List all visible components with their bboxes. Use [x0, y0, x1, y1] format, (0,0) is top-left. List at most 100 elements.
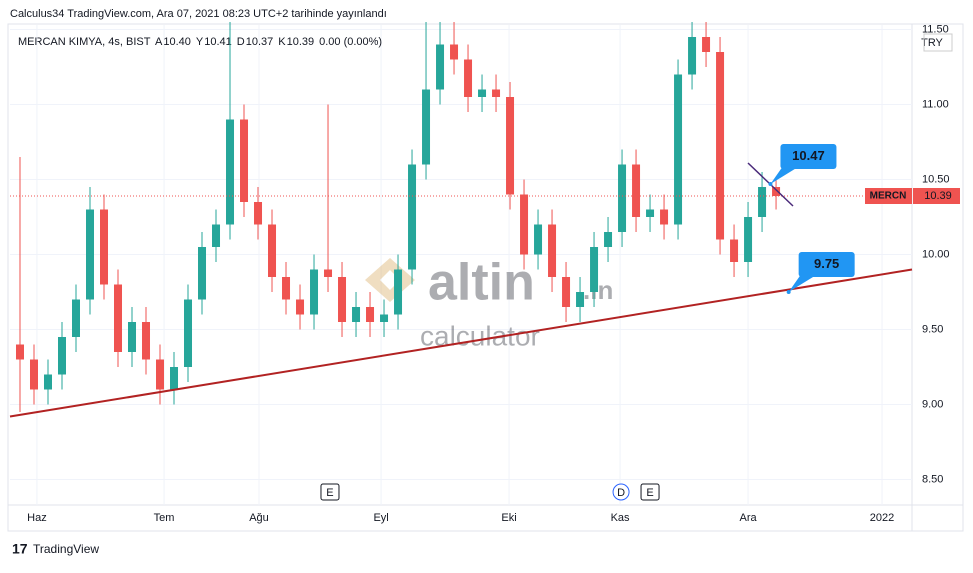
ohlc-value: 10.41	[204, 36, 232, 48]
candle-body	[43, 374, 52, 390]
candle-body	[604, 232, 613, 247]
candle-body	[618, 164, 627, 232]
candle-body	[548, 224, 557, 277]
last-price-name: MERCN	[870, 191, 907, 202]
ohlc-label: A	[155, 36, 163, 48]
currency-label: TRY	[921, 37, 943, 49]
candle-body	[394, 269, 403, 315]
candle-body	[590, 247, 599, 292]
candle-body	[268, 224, 277, 277]
ohlc-label: Y	[196, 36, 204, 48]
currency-box	[923, 33, 953, 52]
candle-body	[758, 187, 767, 217]
event-label: E	[326, 487, 333, 499]
x-tick-label: Haz	[27, 512, 47, 524]
candle-body	[114, 284, 123, 352]
candle-body	[674, 74, 683, 225]
watermark-logo	[365, 258, 415, 302]
candle-body	[184, 299, 193, 367]
candle-body	[366, 307, 375, 322]
y-tick-label: 8.50	[922, 473, 943, 485]
candle-body	[632, 164, 641, 217]
candle-body	[450, 44, 459, 60]
y-tick-label: 9.00	[922, 398, 943, 410]
candle-body	[86, 209, 95, 300]
candle-body	[380, 314, 389, 322]
candle-body	[254, 202, 263, 225]
callout-text: 10.47	[792, 148, 825, 163]
footer-text: TradingView	[33, 542, 99, 556]
candle-body	[660, 209, 669, 225]
x-tick-label: 2022	[870, 512, 894, 524]
candle-body	[688, 37, 697, 75]
candle-body	[716, 52, 725, 240]
y-tick-label: 10.50	[922, 173, 950, 185]
candle-body	[338, 277, 347, 322]
candle-body	[310, 269, 319, 315]
candle-body	[198, 247, 207, 300]
candle-body	[422, 89, 431, 165]
callout-box	[780, 144, 837, 169]
ohlc-value: 10.39	[287, 36, 315, 48]
candle-body	[72, 299, 81, 337]
event-marker	[320, 483, 340, 501]
candle-body	[282, 277, 291, 300]
candle-body	[744, 217, 753, 262]
trend-line	[9, 268, 913, 418]
ohlc-value: 10.37	[246, 36, 274, 48]
callout-box	[798, 252, 855, 277]
candle-body	[296, 299, 305, 315]
x-tick-label: Kas	[611, 512, 630, 524]
event-label: E	[646, 487, 653, 499]
candle-body	[15, 344, 24, 360]
event-label: D	[617, 487, 625, 499]
callout-anchor	[768, 182, 773, 186]
candle-body	[562, 277, 571, 307]
candle-body	[408, 164, 417, 270]
y-tick-label: 9.50	[922, 323, 943, 335]
candle-body	[57, 337, 66, 375]
candle-body	[324, 269, 333, 277]
ohlc-change: 0.00 (0.00%)	[319, 36, 382, 48]
candle-body	[170, 367, 179, 390]
y-tick-label: 11.50	[922, 23, 949, 35]
last-price-name-tag	[865, 188, 912, 204]
watermark-brand: altin	[428, 254, 535, 312]
symbol: MERCAN KIMYA, 4s, BIST	[18, 36, 151, 48]
candle-body	[492, 89, 501, 97]
candle-body	[506, 97, 515, 195]
candle-body	[156, 359, 165, 390]
ohlc-label: D	[237, 36, 245, 48]
candle-body	[142, 322, 151, 360]
watermark-suffix: .in	[583, 275, 613, 305]
y-tick-label: 10.00	[922, 248, 950, 260]
candle-body	[464, 59, 473, 97]
candle-body	[478, 89, 487, 97]
candle-body	[240, 119, 249, 202]
candle-body	[212, 224, 221, 247]
candle-body	[520, 194, 529, 255]
candle-body	[646, 209, 655, 217]
callout-anchor	[786, 290, 791, 294]
candle-body	[128, 322, 137, 352]
candle-body	[772, 187, 781, 196]
x-tick-label: Ağu	[249, 512, 269, 524]
footer: 17 TradingView	[12, 541, 99, 557]
last-price-tag	[913, 188, 960, 204]
candle-body	[702, 37, 711, 52]
y-tick-label: 11.00	[922, 98, 949, 110]
published-line: Calculus34 TradingView.com, Ara 07, 2021…	[10, 8, 387, 20]
candle-body	[29, 359, 38, 390]
event-marker	[640, 483, 660, 501]
candle-body	[534, 224, 543, 255]
x-tick-label: Ara	[739, 512, 757, 524]
candle-body	[730, 239, 739, 262]
candle-body	[100, 209, 109, 285]
candle-body	[352, 307, 361, 322]
candle-body	[576, 292, 585, 307]
candle-body	[226, 119, 235, 225]
x-tick-label: Tem	[154, 512, 175, 524]
ohlc-label: K	[278, 36, 286, 48]
candle-body	[436, 44, 445, 90]
